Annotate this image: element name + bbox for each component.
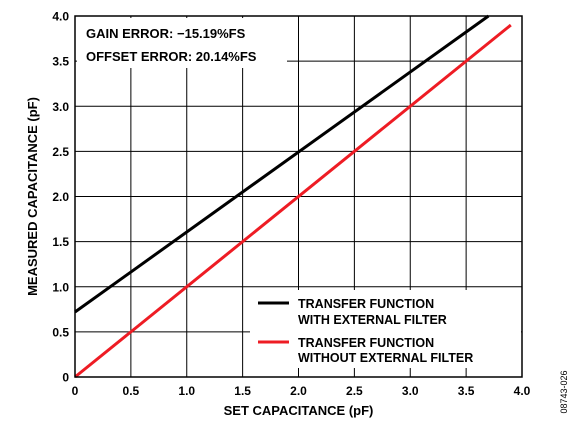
x-tick-labels: 0 0.5 1.0 1.5 2.0 2.5 3.0 3.5 4.0: [72, 384, 531, 398]
y-tick-labels: 0 0.5 1.0 1.5 2.0 2.5 3.0 3.5 4.0: [52, 10, 69, 385]
legend-label-without-filter-line1: TRANSFER FUNCTION: [298, 336, 434, 350]
series-lines: [74, 14, 512, 379]
y-tick-label: 3.0: [52, 100, 69, 114]
x-tick-label: 3.5: [458, 384, 475, 398]
y-tick-label: 1.0: [52, 280, 69, 294]
legend: TRANSFER FUNCTION WITH EXTERNAL FILTER T…: [250, 290, 521, 368]
gain-error-annotation: GAIN ERROR: −15.19%FS: [86, 26, 246, 41]
offset-error-annotation: OFFSET ERROR: 20.14%FS: [86, 49, 257, 64]
y-tick-label: 3.5: [52, 55, 69, 69]
y-tick-label: 0: [62, 371, 69, 385]
y-tick-label: 1.5: [52, 235, 69, 249]
x-tick-label: 2.5: [346, 384, 363, 398]
x-tick-label: 0: [72, 384, 79, 398]
y-axis-label: MEASURED CAPACITANCE (pF): [25, 97, 40, 296]
x-tick-label: 1.0: [178, 384, 195, 398]
x-tick-label: 0.5: [123, 384, 140, 398]
legend-label-with-filter-line2: WITH EXTERNAL FILTER: [298, 313, 447, 327]
series-line-with-filter: [74, 14, 490, 314]
x-tick-label: 4.0: [514, 384, 531, 398]
x-axis-label: SET CAPACITANCE (pF): [224, 403, 374, 418]
plot-frame: [74, 15, 523, 378]
y-tick-label: 2.5: [52, 145, 69, 159]
annotation-box: GAIN ERROR: −15.19%FS OFFSET ERROR: 20.1…: [77, 18, 287, 68]
series-line-without-filter: [74, 23, 512, 379]
legend-label-with-filter-line1: TRANSFER FUNCTION: [298, 297, 434, 311]
figure-id: 08743-026: [559, 370, 569, 413]
y-tick-label: 2.0: [52, 190, 69, 204]
x-tick-label: 1.5: [234, 384, 251, 398]
x-tick-label: 3.0: [402, 384, 419, 398]
y-tick-label: 0.5: [52, 325, 69, 339]
y-tick-label: 4.0: [52, 10, 69, 24]
legend-label-without-filter-line2: WITHOUT EXTERNAL FILTER: [298, 351, 473, 365]
x-tick-label: 2.0: [290, 384, 307, 398]
